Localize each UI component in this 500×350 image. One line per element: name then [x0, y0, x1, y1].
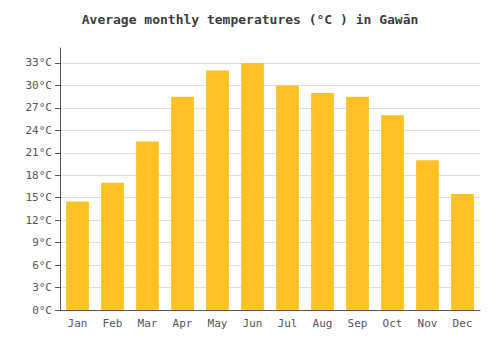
svg-text:21°C: 21°C	[26, 146, 53, 159]
svg-text:Jul: Jul	[278, 317, 298, 330]
svg-text:Nov: Nov	[418, 317, 438, 330]
svg-text:Sep: Sep	[348, 317, 368, 330]
svg-text:Feb: Feb	[103, 317, 123, 330]
svg-text:Jun: Jun	[243, 317, 263, 330]
svg-text:0°C: 0°C	[32, 304, 52, 317]
svg-text:Oct: Oct	[383, 317, 403, 330]
svg-text:9°C: 9°C	[32, 236, 52, 249]
svg-text:Dec: Dec	[453, 317, 473, 330]
svg-text:24°C: 24°C	[26, 124, 53, 137]
svg-text:Apr: Apr	[173, 317, 193, 330]
svg-text:Aug: Aug	[313, 317, 333, 330]
svg-text:15°C: 15°C	[26, 191, 53, 204]
svg-text:12°C: 12°C	[26, 214, 53, 227]
svg-text:Jan: Jan	[68, 317, 88, 330]
svg-text:30°C: 30°C	[26, 79, 53, 92]
svg-text:18°C: 18°C	[26, 169, 53, 182]
svg-text:6°C: 6°C	[32, 259, 52, 272]
svg-text:33°C: 33°C	[26, 56, 53, 69]
svg-text:May: May	[208, 317, 228, 330]
svg-text:3°C: 3°C	[32, 281, 52, 294]
svg-text:27°C: 27°C	[26, 101, 53, 114]
svg-text:Mar: Mar	[138, 317, 158, 330]
svg-text:Average monthly temperatures (: Average monthly temperatures (°C ) in Ga…	[82, 12, 419, 27]
